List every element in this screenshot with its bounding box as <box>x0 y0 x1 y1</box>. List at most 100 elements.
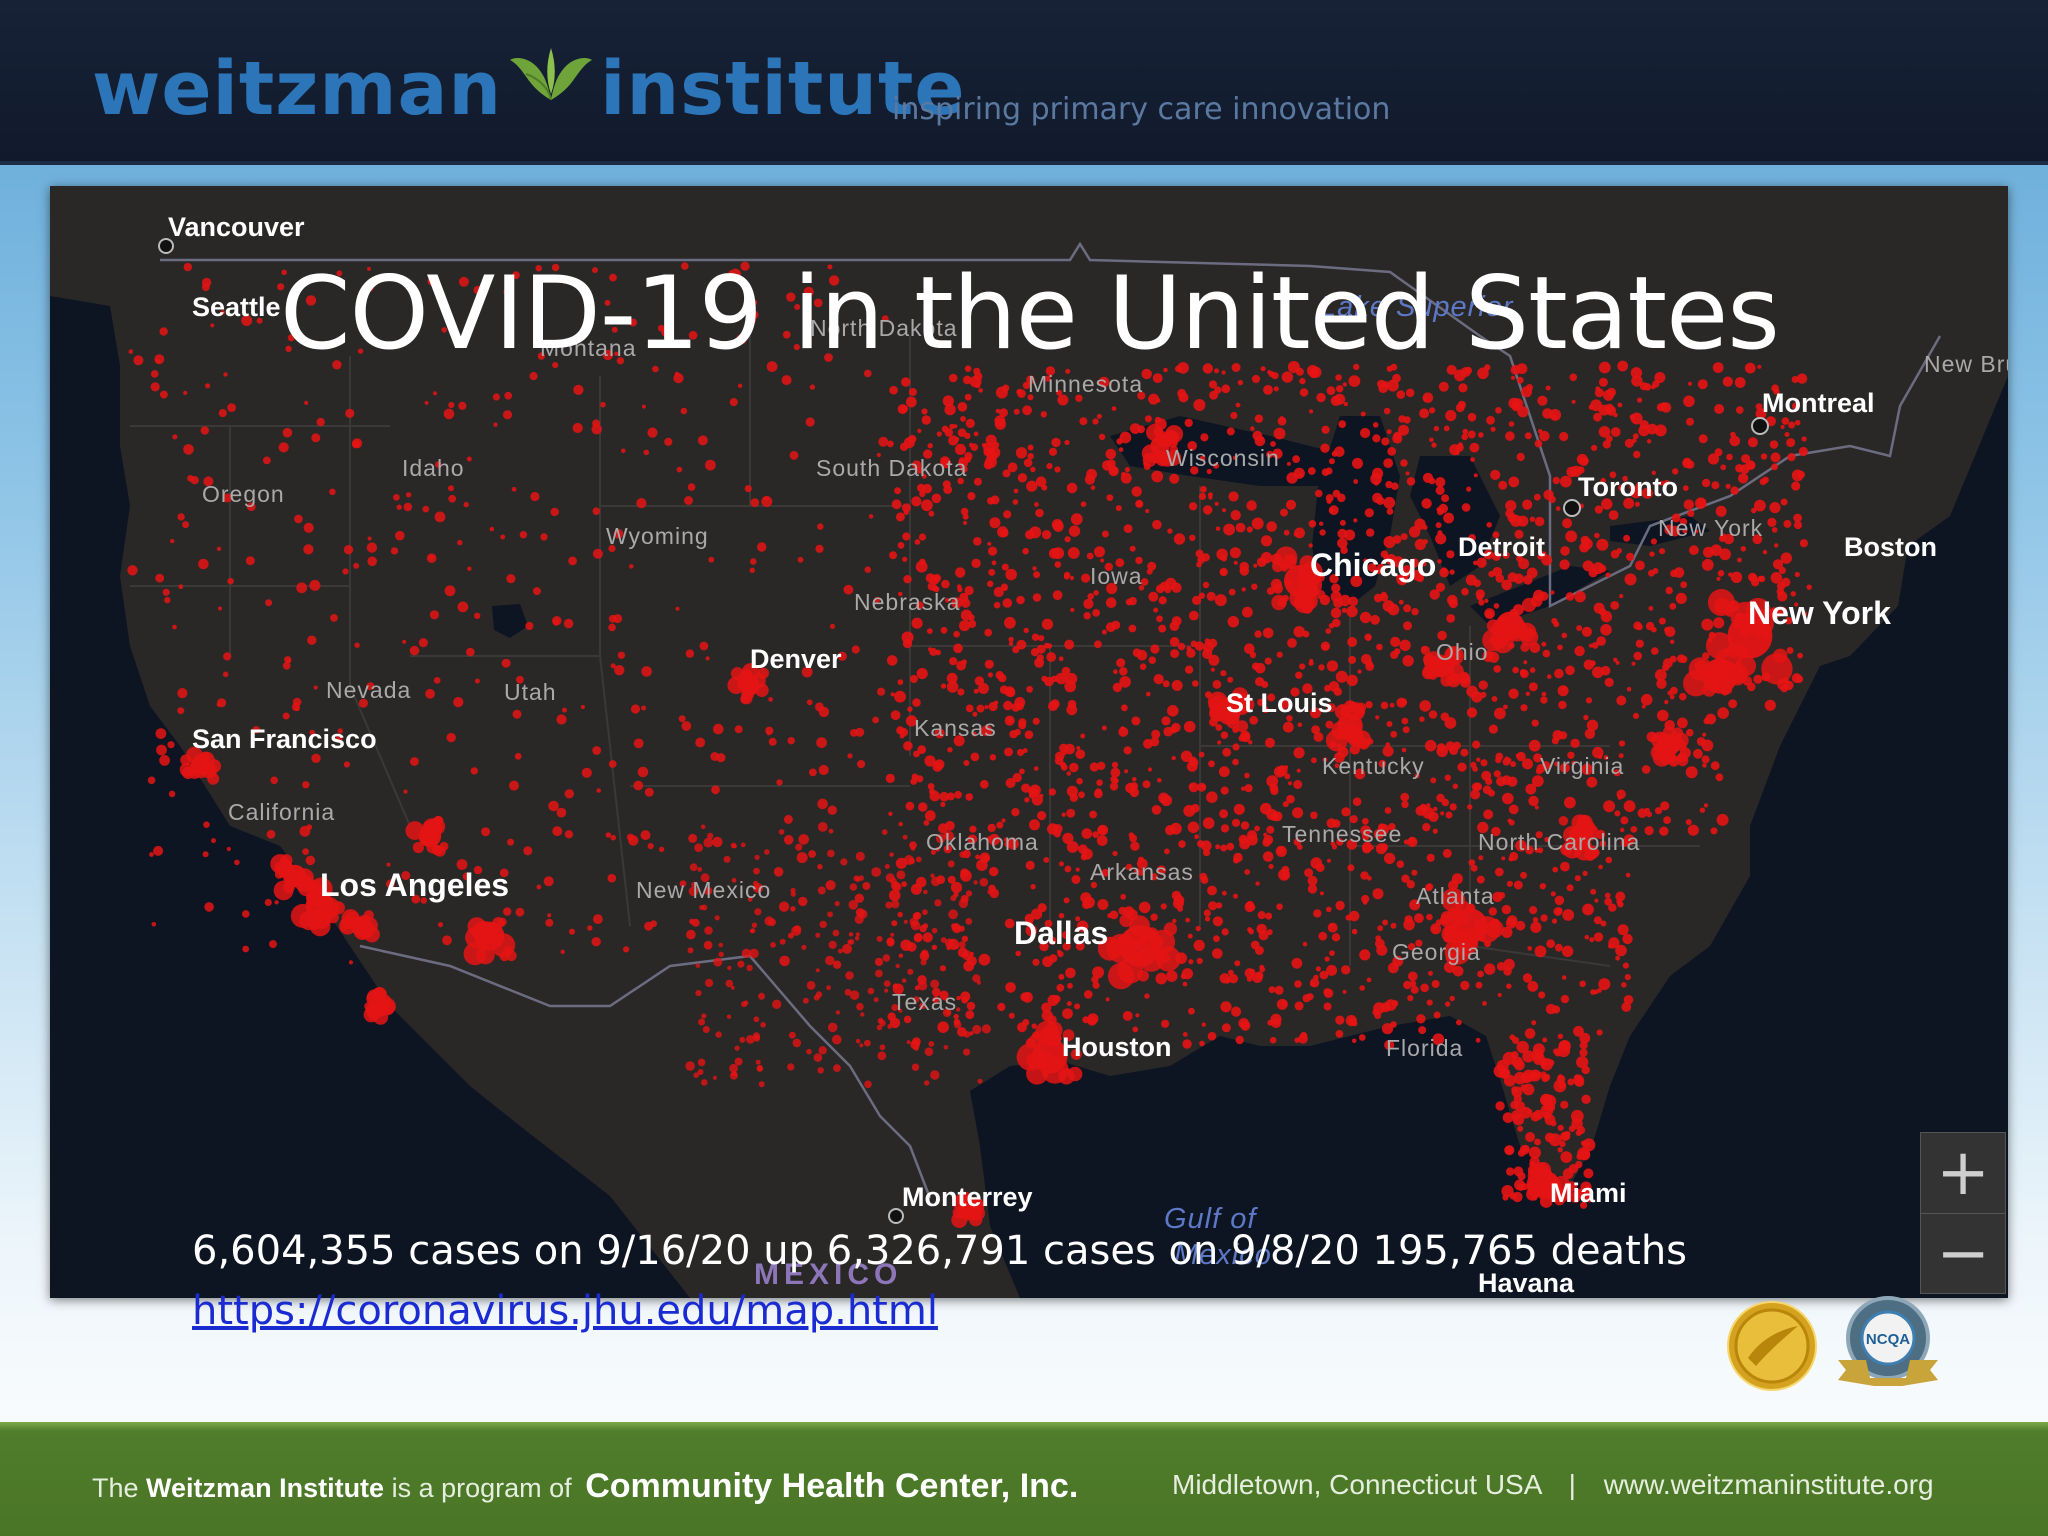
case-marker <box>883 980 891 987</box>
case-marker <box>1532 917 1539 923</box>
case-marker <box>1173 533 1186 545</box>
label-gulf-2: Mexico <box>1174 1239 1272 1271</box>
case-marker <box>600 401 606 408</box>
case-marker <box>1467 412 1477 422</box>
case-marker <box>348 960 353 965</box>
case-marker <box>1771 463 1778 471</box>
case-marker <box>819 920 827 929</box>
case-marker <box>1403 980 1412 990</box>
case-marker <box>864 1080 872 1089</box>
case-marker <box>1435 582 1446 592</box>
case-marker <box>1212 680 1222 689</box>
case-marker <box>1449 598 1455 604</box>
case-marker <box>216 546 222 551</box>
case-marker <box>675 606 680 611</box>
case-marker <box>1519 669 1527 676</box>
case-marker <box>1324 956 1330 962</box>
case-marker <box>523 846 533 856</box>
case-marker <box>1785 617 1793 625</box>
case-marker <box>1598 361 1611 374</box>
case-marker <box>1637 808 1648 818</box>
case-marker <box>856 1002 864 1011</box>
case-marker <box>1622 933 1633 945</box>
zoom-in-button[interactable]: + <box>1936 1136 1990 1210</box>
case-marker <box>159 390 168 399</box>
case-marker <box>1598 426 1611 438</box>
case-marker <box>919 924 927 933</box>
case-marker <box>1190 466 1199 475</box>
case-marker <box>1467 804 1473 810</box>
case-marker <box>1446 550 1455 559</box>
case-marker <box>1024 913 1035 924</box>
case-marker <box>793 925 802 933</box>
case-marker <box>1735 464 1744 473</box>
footer-org: Weitzman Institute <box>146 1473 385 1503</box>
zoom-out-button[interactable]: − <box>1921 1213 2005 1293</box>
covid-map[interactable]: Vancouver Seattle Montana North Dakota L… <box>50 186 2008 1298</box>
case-marker <box>783 814 793 824</box>
case-marker <box>1027 453 1034 460</box>
case-marker <box>758 1081 765 1088</box>
case-marker <box>828 828 834 834</box>
case-marker <box>1618 484 1625 492</box>
case-marker <box>1771 527 1778 533</box>
case-marker <box>1527 981 1539 992</box>
case-marker <box>957 402 968 412</box>
case-marker <box>1600 477 1606 484</box>
case-marker <box>903 919 908 924</box>
case-marker <box>973 537 982 546</box>
case-marker <box>911 1063 920 1071</box>
case-marker <box>1437 743 1446 752</box>
great-salt-lake <box>492 604 528 638</box>
case-marker <box>242 945 250 953</box>
case-marker <box>605 832 612 838</box>
case-marker <box>697 867 703 872</box>
case-marker <box>458 276 469 287</box>
case-marker <box>1038 635 1045 642</box>
case-marker <box>1335 900 1345 911</box>
case-marker <box>644 787 654 797</box>
case-marker <box>1058 912 1065 919</box>
case-marker <box>1744 362 1756 374</box>
case-marker <box>958 457 966 464</box>
case-marker <box>405 492 412 498</box>
case-marker <box>1426 853 1435 862</box>
case-marker <box>960 507 969 516</box>
case-marker <box>343 545 354 555</box>
case-marker <box>1275 845 1287 858</box>
case-marker <box>1222 508 1227 513</box>
case-marker <box>1617 360 1629 372</box>
case-marker <box>1512 666 1519 674</box>
case-marker <box>920 959 927 966</box>
footer-website[interactable]: www.weitzmaninstitute.org <box>1603 1469 1934 1500</box>
case-marker <box>961 598 971 608</box>
case-marker <box>1711 481 1720 490</box>
case-marker <box>182 521 190 529</box>
case-marker <box>1202 581 1210 589</box>
case-marker <box>750 498 760 507</box>
case-marker <box>737 960 745 968</box>
case-marker <box>1025 860 1035 871</box>
case-marker <box>915 856 922 863</box>
case-marker <box>951 597 963 609</box>
case-marker <box>1415 939 1423 947</box>
case-marker <box>912 1037 921 1046</box>
brand-logo[interactable]: weitzman institute <box>92 42 966 132</box>
case-marker <box>1428 710 1438 719</box>
case-marker <box>1626 552 1635 561</box>
case-marker <box>1728 699 1738 709</box>
case-marker <box>1475 981 1483 989</box>
map-canvas[interactable]: Vancouver Seattle Montana North Dakota L… <box>50 186 2008 1298</box>
case-marker <box>805 417 815 427</box>
case-marker <box>939 791 949 802</box>
case-marker <box>1550 590 1555 595</box>
case-marker <box>736 334 747 345</box>
source-link[interactable]: https://coronavirus.jhu.edu/map.html <box>192 1288 938 1334</box>
case-marker <box>1347 864 1355 872</box>
case-marker <box>1482 1001 1487 1006</box>
case-marker <box>1035 508 1044 518</box>
case-marker <box>1257 911 1266 920</box>
case-marker <box>1604 892 1611 899</box>
case-marker <box>1346 605 1358 618</box>
case-marker <box>1063 897 1070 904</box>
